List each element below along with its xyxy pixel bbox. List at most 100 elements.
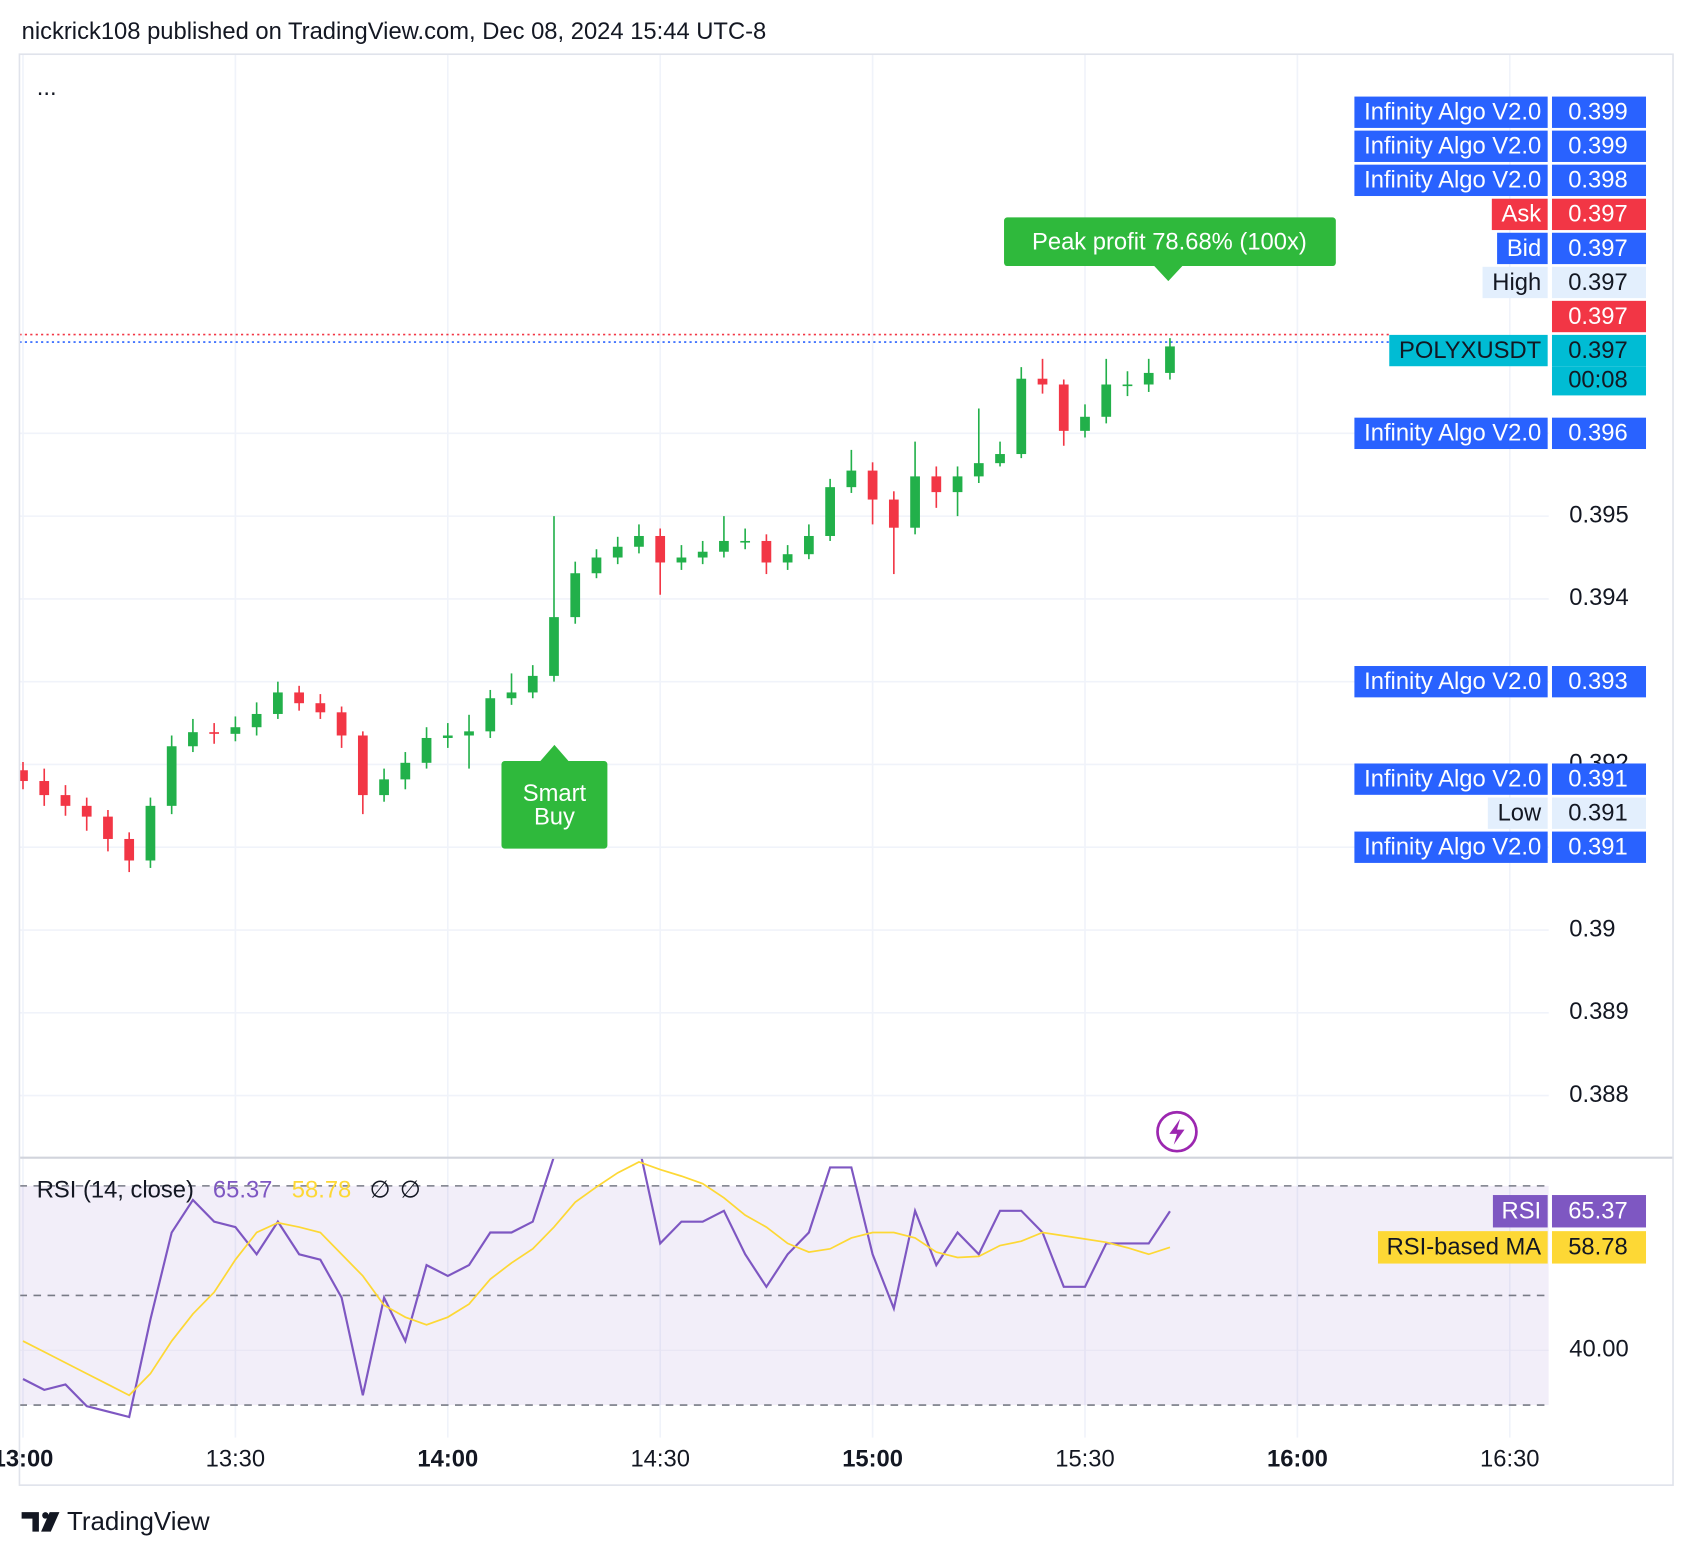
x-tick-label: 13:30 [206, 1446, 265, 1473]
price-tag-value: 0.398 [1568, 167, 1627, 194]
footer-logo [21, 1512, 60, 1532]
y-tick-label: 0.389 [1569, 998, 1628, 1025]
candle-body [336, 712, 347, 736]
x-tick-label: 16:00 [1267, 1446, 1328, 1473]
price-tag-value: 0.397 [1568, 337, 1627, 364]
candle-body [782, 554, 793, 563]
price-tag-value: 0.391 [1568, 834, 1627, 861]
price-tag-label-box [1491, 198, 1548, 231]
candle-body [1143, 372, 1154, 385]
x-tick-label: 15:30 [1055, 1446, 1114, 1473]
candle-body [81, 805, 92, 817]
candle-body [761, 540, 772, 563]
price-tag-value: 0.397 [1568, 235, 1627, 262]
alert-icon[interactable] [1156, 1110, 1198, 1153]
chart-frame [18, 53, 1674, 1486]
price-tag-label: POLYXUSDT [1399, 337, 1541, 364]
candle-body [867, 470, 878, 500]
rsi-value-tag [1551, 1231, 1647, 1264]
y-tick-label: 0.388 [1569, 1081, 1628, 1108]
price-tag-value-box [1551, 797, 1647, 829]
price-tag-value-box [1551, 232, 1647, 265]
candle-body [952, 476, 963, 493]
candle-body [846, 470, 857, 488]
candle-body [1016, 378, 1027, 455]
publish-header: nickrick108 published on TradingView.com… [22, 18, 767, 45]
price-tag-value: 0.391 [1568, 800, 1627, 827]
price-tag-label-box [1354, 130, 1548, 162]
price-tag-value: 0.393 [1568, 668, 1627, 695]
alert-bolt[interactable] [1169, 1118, 1185, 1145]
candle-body [888, 499, 899, 528]
candle-body [1080, 416, 1090, 431]
candle-body [549, 617, 559, 676]
candle-body [570, 573, 581, 618]
candle-body [973, 463, 984, 477]
price-tag-value: 0.391 [1568, 766, 1627, 793]
price-tag-label: Infinity Algo V2.0 [1364, 420, 1541, 447]
price-tag-value-box [1551, 300, 1647, 333]
rsi-value-text: 58.78 [1568, 1234, 1627, 1261]
price-tag-label-box [1487, 797, 1548, 829]
logo-mark [21, 1512, 39, 1532]
x-tick-label: 13:00 [0, 1446, 53, 1473]
price-tag-value: 0.399 [1568, 99, 1627, 126]
candle-body [1101, 384, 1112, 417]
candle-body [166, 746, 177, 806]
price-tag-label: Infinity Algo V2.0 [1364, 668, 1541, 695]
candle-body [485, 698, 496, 732]
price-tag-value-box [1551, 96, 1647, 128]
rsi-line [22, 1158, 1171, 1419]
price-tag-label: Low [1498, 800, 1542, 827]
candle-body [676, 557, 687, 563]
price-tag-value-box [1551, 417, 1647, 450]
rsi-value-text: 65.37 [1568, 1198, 1627, 1225]
candle-body [527, 675, 538, 693]
x-tick-label: 14:00 [417, 1446, 478, 1473]
price-tag-value: 0.397 [1568, 303, 1627, 330]
annotation-box [501, 761, 608, 849]
price-tag-value-box [1551, 763, 1647, 795]
countdown-box [1551, 366, 1647, 396]
price-tag-label-box [1354, 763, 1548, 795]
price-tag-value-box [1551, 666, 1647, 698]
candle-body [740, 540, 751, 543]
price-tag-label: High [1492, 269, 1541, 296]
countdown-text: 00:08 [1568, 367, 1627, 394]
candle-body [655, 535, 666, 563]
candle-body [379, 779, 389, 796]
candle-body [209, 732, 220, 734]
rsi-name-tag [1492, 1195, 1548, 1228]
price-tag-value-box [1551, 198, 1647, 231]
price-tag-label-box [1354, 417, 1548, 450]
candle-body [294, 692, 304, 704]
price-tag-value-box [1551, 831, 1647, 863]
price-tag-value-box [1551, 334, 1647, 367]
menu-dots[interactable]: ... [37, 74, 57, 101]
price-tag-label-box [1354, 164, 1548, 197]
candle-body [634, 535, 644, 547]
candle-body [357, 735, 368, 796]
annotation-box [1004, 217, 1336, 267]
rsi-name-text: RSI-based MA [1387, 1234, 1542, 1261]
rsi-ma-legend-value: 58.78 [292, 1176, 351, 1203]
candle-body [1122, 384, 1133, 387]
y-tick-label: 0.394 [1569, 584, 1628, 611]
candle-body [1037, 378, 1048, 385]
x-tick-label: 15:00 [842, 1446, 903, 1473]
candle-body [804, 535, 814, 555]
logo-dot [42, 1512, 49, 1519]
annotation-pointer [1154, 266, 1183, 282]
price-tag-label: Infinity Algo V2.0 [1364, 834, 1541, 861]
candle-body [910, 476, 920, 528]
price-tag-label: Infinity Algo V2.0 [1364, 133, 1541, 160]
price-tag-label-box [1354, 96, 1548, 128]
candle-body [39, 781, 50, 796]
footer-brand: TradingView [67, 1508, 210, 1536]
candle-body [697, 551, 708, 558]
logo-slash [41, 1512, 60, 1532]
price-tag-label: Infinity Algo V2.0 [1364, 99, 1541, 126]
candle-body [931, 476, 942, 493]
